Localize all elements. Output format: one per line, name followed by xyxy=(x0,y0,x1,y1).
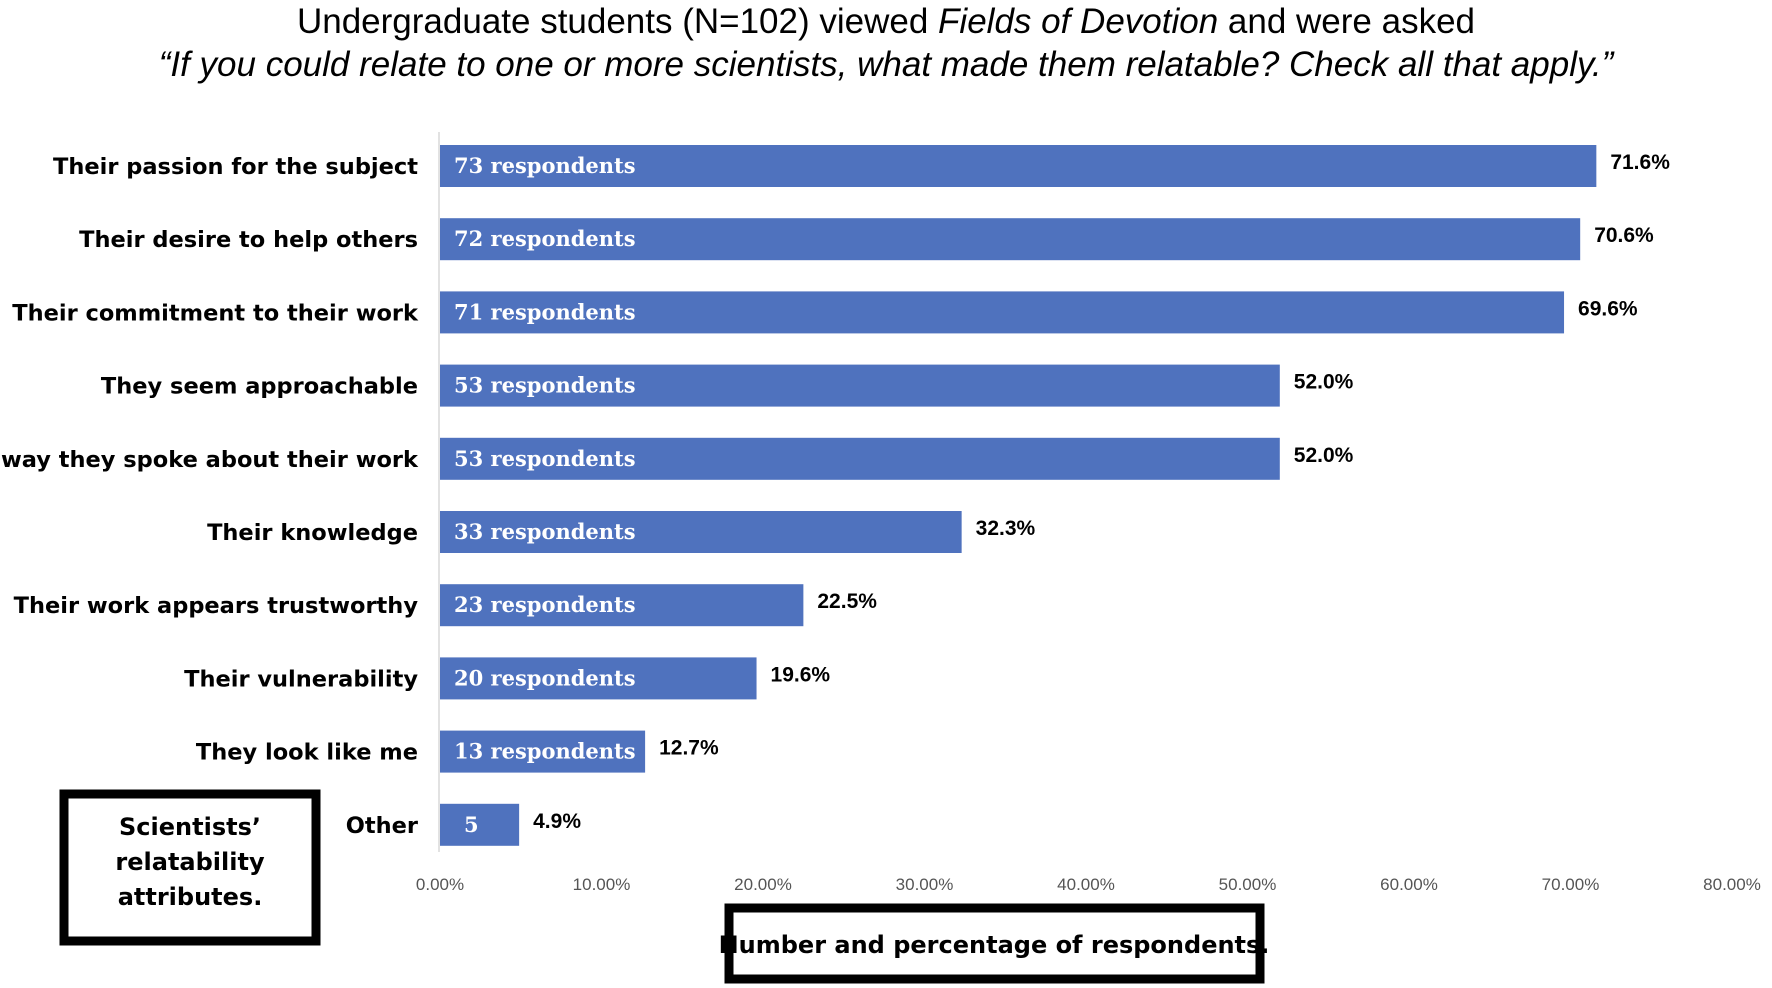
bar-count-label-4: 53 respondents xyxy=(454,446,636,471)
bar-count-label-6: 23 respondents xyxy=(454,592,636,617)
bar-percent-label-7: 19.6% xyxy=(771,663,831,686)
bar-percent-label-9: 4.9% xyxy=(533,810,581,833)
x-tick-label-1: 10.00% xyxy=(573,875,631,894)
chart-title: Undergraduate students (N=102) viewed Fi… xyxy=(297,2,1475,41)
category-label-7: Their vulnerability xyxy=(184,666,418,692)
bars-group: Their passion for the subject 73 responde… xyxy=(0,145,1670,846)
category-label-9: Other xyxy=(346,813,419,839)
category-label-3: They seem approachable xyxy=(101,374,418,400)
bar-percent-label-8: 12.7% xyxy=(659,737,719,760)
bar-count-label-0: 73 respondents xyxy=(454,153,636,178)
bar-5 xyxy=(440,511,962,553)
category-label-2: Their commitment to their work xyxy=(12,300,419,326)
x-tick-label-4: 40.00% xyxy=(1057,875,1115,894)
bar-9 xyxy=(440,803,520,846)
category-label-5: Their knowledge xyxy=(207,520,418,546)
bar-percent-label-6: 22.5% xyxy=(817,590,877,613)
bar-count-label-9: 5 xyxy=(464,812,479,837)
bar-count-label-1: 72 respondents xyxy=(454,226,636,251)
x-tick-label-2: 20.00% xyxy=(734,875,792,894)
x-tick-label-3: 30.00% xyxy=(896,875,954,894)
bar-percent-label-4: 52.0% xyxy=(1294,444,1354,467)
x-ticks-group: 0.00% 10.00% 20.00% 30.00% 40.00% 50.00% 60.00… xyxy=(416,875,1761,894)
bar-4 xyxy=(440,437,1280,480)
chart-subtitle: “If you could relate to one or more scie… xyxy=(159,45,1615,84)
category-label-6: Their work appears trustworthy xyxy=(14,593,419,619)
category-label-1: Their desire to help others xyxy=(79,227,418,253)
bar-count-label-2: 71 respondents xyxy=(454,299,636,324)
y-axis-label-line-2: relatability xyxy=(115,848,265,876)
bar-percent-label-3: 52.0% xyxy=(1294,371,1354,394)
bar-6 xyxy=(440,584,804,627)
bar-2 xyxy=(440,291,1565,334)
bar-percent-label-0: 71.6% xyxy=(1610,151,1670,174)
bar-3 xyxy=(440,364,1280,407)
category-label-4: The way they spoke about their work xyxy=(0,447,419,473)
bar-percent-label-1: 70.6% xyxy=(1594,224,1654,247)
bar-percent-label-2: 69.6% xyxy=(1578,297,1638,320)
y-axis-label-line-3: attributes. xyxy=(118,883,263,911)
bar-7 xyxy=(440,657,757,700)
bar-percent-label-5: 32.3% xyxy=(976,517,1036,540)
bar-count-label-8: 13 respondents xyxy=(454,739,636,764)
x-tick-label-8: 80.00% xyxy=(1703,875,1761,894)
bar-count-label-7: 20 respondents xyxy=(454,665,636,690)
bar-0 xyxy=(440,145,1597,187)
y-axis-label-box xyxy=(59,789,321,946)
x-tick-label-0: 0.00% xyxy=(416,875,464,894)
x-tick-label-5: 50.00% xyxy=(1219,875,1277,894)
bar-1 xyxy=(440,218,1581,261)
y-axis-label-line-1: Scientists’ xyxy=(119,813,261,841)
bar-count-label-5: 33 respondents xyxy=(454,519,636,544)
x-tick-label-7: 70.00% xyxy=(1542,875,1600,894)
bar-8 xyxy=(440,730,646,773)
x-tick-label-6: 60.00% xyxy=(1380,875,1438,894)
category-label-8: They look like me xyxy=(196,740,418,766)
x-axis-label-box xyxy=(724,903,1265,984)
x-axis-label: Number and percentage of respondents. xyxy=(719,931,1270,959)
category-label-0: Their passion for the subject xyxy=(53,154,418,180)
bar-count-label-3: 53 respondents xyxy=(454,373,636,398)
